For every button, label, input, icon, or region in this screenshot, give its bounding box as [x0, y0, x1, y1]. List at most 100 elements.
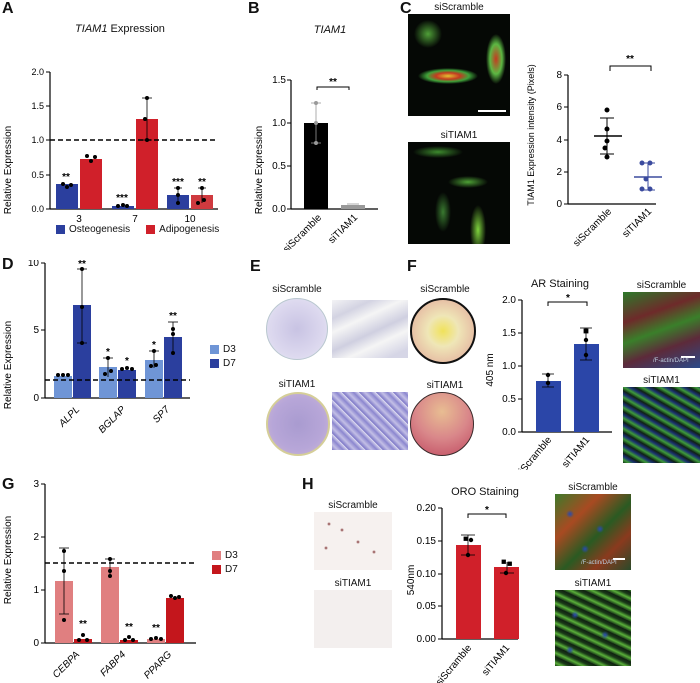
svg-text:0.15: 0.15: [417, 536, 437, 547]
svg-text:0.10: 0.10: [417, 569, 437, 580]
svg-text:siTIAM1: siTIAM1: [560, 435, 592, 470]
svg-text:**: **: [79, 619, 87, 630]
bar-a-osteo-7: [112, 206, 134, 209]
svg-text:405 nm: 405 nm: [485, 353, 496, 386]
bar-f-sitiam1: [574, 344, 599, 432]
svg-text:*: *: [106, 347, 110, 358]
panel-label-g: G: [2, 476, 15, 493]
legend-swatch-osteo: [56, 225, 65, 234]
f-micro-label-bottom: siTIAM1: [643, 375, 680, 386]
bar-d-alpl-d7: [73, 305, 91, 398]
svg-text:6: 6: [556, 102, 562, 113]
svg-text:siScramble: siScramble: [514, 435, 554, 470]
chart-f: 405 nm 0.0 0.5 1.0 1.5 2.0 * siScramble …: [485, 293, 612, 470]
svg-text:siScramble: siScramble: [571, 206, 614, 249]
svg-text:PPARG: PPARG: [142, 649, 174, 681]
h-micro-caption: /F-actin/DAPI: [581, 560, 617, 566]
h-micro-sitiam1-if: [555, 590, 631, 666]
bar-h-siscramble: [456, 545, 481, 639]
c-img-label-bottom: siTIAM1: [440, 130, 478, 141]
h-img-label-top: siScramble: [328, 500, 378, 511]
svg-text:0: 0: [33, 638, 39, 649]
svg-text:siTIAM1: siTIAM1: [326, 212, 360, 246]
svg-text:***: ***: [172, 177, 184, 188]
svg-text:**: **: [198, 177, 206, 188]
bar-d-bglap-d7: [118, 370, 136, 398]
f-micro-sitiam1: [623, 387, 700, 463]
svg-text:**: **: [78, 260, 86, 270]
panel-label-d: D: [2, 256, 14, 273]
svg-text:8: 8: [556, 70, 562, 81]
e-img-label-top: siScramble: [272, 284, 322, 295]
panel-label-f: F: [407, 258, 417, 275]
h-micro-sitiam1: [314, 590, 392, 648]
svg-text:2: 2: [556, 167, 562, 178]
svg-text:*: *: [566, 293, 570, 304]
bar-g-pparg-d3: [147, 639, 165, 643]
bar-f-siscramble: [536, 381, 561, 432]
bar-g-pparg-d7: [166, 598, 184, 643]
legend-swatch-d3-blue: [210, 345, 219, 354]
svg-text:0.5: 0.5: [272, 161, 286, 172]
scale-bar-c: [478, 110, 506, 112]
svg-text:ALPL: ALPL: [56, 404, 82, 430]
legend-swatch-d7-red: [212, 565, 221, 574]
svg-text:siTIAM1: siTIAM1: [620, 206, 654, 240]
chart-g: Relative Expression 0 1 2 3 ** ** ** CEB…: [3, 479, 196, 681]
svg-text:Relative Expression: Relative Expression: [3, 516, 14, 604]
svg-text:0: 0: [556, 199, 562, 210]
f-well-siscramble: [410, 298, 476, 364]
panel-label-h: H: [302, 476, 314, 493]
svg-text:0.20: 0.20: [417, 503, 437, 514]
svg-text:3: 3: [76, 214, 82, 225]
chart-h: 540nm 0.00 0.05 0.10 0.15 0.20 * siScram…: [406, 503, 519, 683]
svg-text:1.0: 1.0: [272, 118, 286, 129]
chart-h-title: ORO Staining: [451, 486, 519, 498]
svg-text:siTIAM1: siTIAM1: [480, 643, 512, 678]
chart-c: TIAM1 Expression intensity (Pixels) 0 2 …: [526, 54, 662, 249]
svg-text:BGLAP: BGLAP: [97, 404, 129, 436]
scale-bar-f: [681, 356, 695, 358]
c-micro-sitiam1: [408, 142, 510, 244]
svg-text:5: 5: [33, 325, 39, 336]
svg-text:7: 7: [132, 214, 138, 225]
svg-text:1.5: 1.5: [31, 101, 44, 111]
h-micro-label-bottom: siTIAM1: [574, 578, 612, 589]
panel-label-b: B: [248, 0, 260, 17]
svg-text:1: 1: [33, 585, 39, 596]
bar-g-fabp4-d3: [101, 567, 119, 643]
legend-a: Osteogenesis Adipogenesis: [56, 224, 219, 235]
e-well-siscramble: [266, 298, 328, 360]
svg-text:*: *: [152, 340, 156, 351]
e-micro-sitiam1: [332, 392, 408, 450]
legend-label-osteo: Osteogenesis: [69, 224, 131, 235]
svg-text:Relative Expression: Relative Expression: [3, 321, 14, 409]
e-well-sitiam1: [266, 392, 330, 456]
e-micro-siscramble: [332, 300, 408, 358]
c-img-label-top: siScramble: [434, 2, 484, 13]
panel-label-a: A: [2, 0, 14, 17]
svg-text:**: **: [152, 623, 160, 634]
svg-text:*: *: [485, 505, 489, 516]
svg-text:***: ***: [116, 193, 128, 204]
f-well-sitiam1: [410, 392, 474, 456]
chart-a-ylabel: Relative Expression: [3, 126, 14, 214]
legend-g-d7: D7: [212, 564, 238, 575]
panel-label-c: C: [400, 0, 412, 17]
svg-text:0.5: 0.5: [31, 170, 44, 180]
bar-d-sp7-d7: [164, 337, 182, 398]
c-micro-siscramble: [408, 14, 510, 116]
bar-g-cebpa-d7: [74, 639, 92, 643]
bar-b-sitiam1: [341, 205, 365, 209]
chart-a-title: TIAM1 Expression: [75, 23, 165, 35]
svg-text:0.5: 0.5: [502, 394, 516, 405]
svg-text:540nm: 540nm: [406, 565, 417, 596]
bar-d-sp7-d3: [145, 360, 163, 398]
svg-text:Relative Expression: Relative Expression: [254, 126, 265, 214]
svg-text:CEBPA: CEBPA: [51, 649, 82, 680]
svg-text:0.0: 0.0: [272, 204, 286, 215]
legend-swatch-d7-blue: [210, 359, 219, 368]
bar-a-adipo-3: [80, 159, 102, 209]
f-micro-caption: /F-actin/DAPI: [653, 358, 689, 364]
svg-text:**: **: [626, 54, 634, 65]
